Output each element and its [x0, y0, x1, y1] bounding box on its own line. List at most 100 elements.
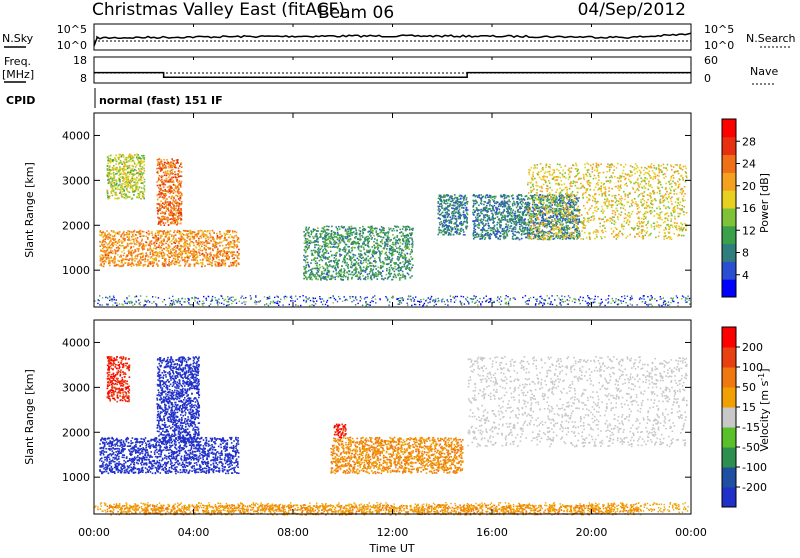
power-echo-3	[399, 229, 401, 231]
power-echo-2	[142, 177, 144, 179]
power-echo-0	[222, 253, 224, 255]
power-echo-3	[399, 263, 401, 265]
power-echo-0	[210, 234, 212, 236]
power-echo-3	[316, 262, 318, 264]
power-echo-4	[441, 207, 443, 209]
power-echo-5	[483, 204, 485, 206]
power-echo-0	[171, 240, 173, 242]
power-echo-4	[467, 214, 469, 216]
power-echo-0	[112, 242, 114, 244]
power-echo-0	[107, 244, 109, 246]
power-echo-0	[183, 246, 185, 248]
power-echo-4	[453, 223, 455, 225]
power-echo-0	[216, 243, 218, 245]
power-echo-3	[382, 243, 384, 245]
power-echo-3	[311, 269, 313, 271]
power-echo-2	[122, 183, 124, 185]
power-echo-2	[119, 157, 121, 159]
power-echo-1	[171, 213, 173, 215]
power-echo-0	[116, 247, 118, 249]
power-echo-1	[172, 160, 174, 162]
power-echo-2	[136, 177, 138, 179]
power-echo-0	[230, 262, 232, 264]
power-echo-3	[396, 230, 398, 232]
power-echo-5	[506, 232, 508, 234]
power-echo-3	[339, 238, 341, 240]
power-echo-3	[338, 240, 340, 242]
power-echo-1	[178, 213, 180, 215]
power-echo-3	[308, 247, 310, 249]
power-echo-1	[166, 198, 168, 200]
power-echo-1	[164, 224, 166, 226]
power-echo-4	[456, 218, 458, 220]
power-echo-3	[411, 244, 413, 246]
power-echo-0	[168, 259, 170, 261]
power-echo-0	[181, 252, 183, 254]
power-echo-3	[404, 247, 406, 249]
power-echo-2	[122, 186, 124, 188]
power-echo-0	[140, 230, 142, 232]
power-echo-0	[187, 250, 189, 252]
power-echo-3	[357, 241, 359, 243]
power-echo-3	[406, 237, 408, 239]
power-echo-2	[138, 175, 140, 177]
power-echo-0	[231, 246, 233, 248]
power-echo-0	[224, 251, 226, 253]
power-echo-3	[309, 236, 311, 238]
power-echo-4	[449, 230, 451, 232]
power-echo-1	[173, 207, 175, 209]
power-echo-0	[107, 253, 109, 255]
power-echo-3	[354, 264, 356, 266]
power-echo-3	[360, 260, 362, 262]
power-echo-4	[444, 201, 446, 203]
power-echo-4	[449, 198, 451, 200]
power-echo-0	[213, 258, 215, 260]
power-echo-1	[169, 193, 171, 195]
power-echo-1	[164, 196, 166, 198]
power-echo-1	[156, 168, 158, 170]
power-echo-2	[143, 198, 145, 200]
power-echo-4	[466, 197, 468, 199]
power-echo-0	[127, 236, 129, 238]
power-echo-0	[131, 231, 133, 233]
power-echo-4	[450, 233, 452, 235]
freq-traces	[94, 73, 691, 78]
power-echo-0	[164, 255, 166, 257]
power-echo-3	[333, 242, 335, 244]
power-echo-2	[142, 196, 144, 198]
power-echo-0	[189, 255, 191, 257]
power-echo-0	[160, 237, 162, 239]
power-echo-0	[198, 232, 200, 234]
power-echo-1	[180, 212, 182, 214]
power-echo-0	[219, 245, 221, 247]
power-echo-3	[351, 277, 353, 279]
power-echo-3	[358, 239, 360, 241]
power-echo-4	[444, 228, 446, 230]
power-echo-0	[124, 238, 126, 240]
power-echo-5	[512, 211, 514, 213]
power-echo-3	[352, 247, 354, 249]
power-echo-5	[528, 219, 530, 221]
power-echo-0	[232, 232, 234, 234]
power-echo-2	[142, 195, 144, 197]
power-echo-3	[310, 262, 312, 264]
power-echo-0	[136, 244, 138, 246]
power-echo-3	[305, 252, 307, 254]
power-echo-4	[458, 213, 460, 215]
power-echo-0	[232, 240, 234, 242]
power-echo-0	[210, 261, 212, 263]
power-echo-3	[409, 260, 411, 262]
power-echo-3	[343, 227, 345, 229]
power-echo-0	[136, 231, 138, 233]
power-echo-3	[378, 250, 380, 252]
power-echo-2	[115, 173, 117, 175]
power-echo-5	[490, 234, 492, 236]
power-echo-4	[439, 194, 441, 196]
power-echo-4	[453, 198, 455, 200]
power-echo-2	[129, 165, 131, 167]
power-echo-1	[171, 178, 173, 180]
power-echo-2	[129, 173, 131, 175]
power-echo-3	[386, 254, 388, 256]
power-echo-0	[133, 252, 135, 254]
